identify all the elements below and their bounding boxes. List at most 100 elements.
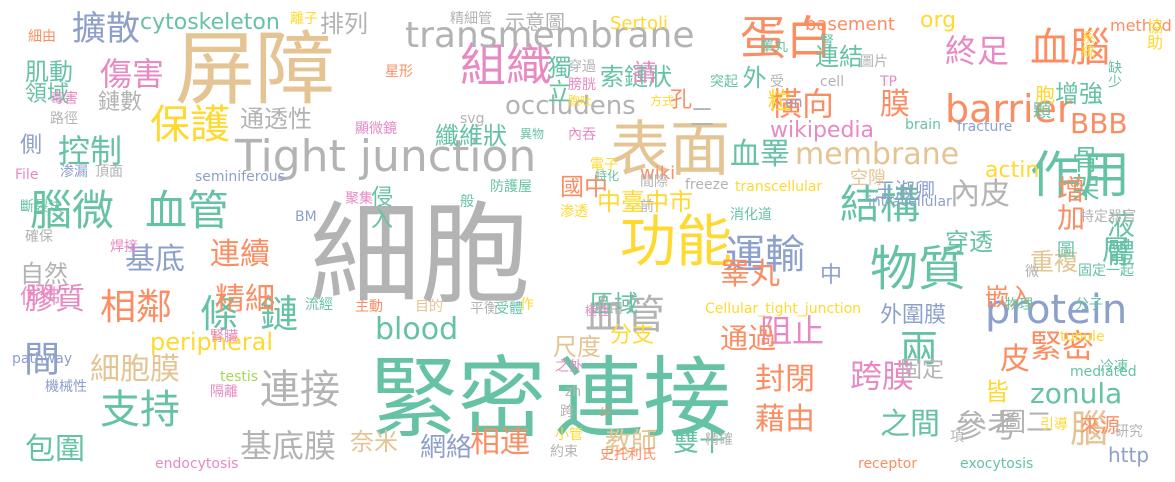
word-104: 來源 xyxy=(1080,413,1120,437)
word-86: 鏈數 xyxy=(98,90,143,115)
word-200: exocytosis xyxy=(960,456,1034,472)
word-2: 連接 xyxy=(555,347,732,450)
word-46: 膜 xyxy=(880,87,910,122)
word-94: 自然 xyxy=(20,260,68,288)
word-116: 協助 xyxy=(1144,18,1163,50)
word-134: en xyxy=(785,95,803,111)
word-30: 控制 xyxy=(58,132,123,170)
word-26: 擴散 xyxy=(72,9,140,49)
word-120: 腎 xyxy=(820,34,834,50)
word-49: 液體 xyxy=(1103,210,1136,266)
word-67: 國中 xyxy=(560,173,608,201)
word-48: 增加 xyxy=(1053,175,1086,231)
word-131: TP xyxy=(880,74,897,90)
word-79: 排列 xyxy=(320,10,368,38)
word-50: zonula xyxy=(1030,377,1123,410)
word-163: 焊接 xyxy=(110,239,138,255)
word-192: 研究 xyxy=(1115,424,1143,440)
word-135: fracture xyxy=(957,119,1013,135)
word-157: 渗透 xyxy=(560,204,588,220)
word-85: 領域 xyxy=(25,82,70,107)
word-144: 渗漏 xyxy=(60,164,88,180)
word-56: 連續 xyxy=(210,237,270,272)
word-17: 保護 xyxy=(150,102,230,148)
word-179: pathway xyxy=(12,351,73,367)
word-121: 睪丸 xyxy=(760,39,788,55)
word-29: 橫向 xyxy=(770,85,835,123)
word-103: 圖二 xyxy=(1000,408,1053,438)
word-108: 空隙 xyxy=(850,168,886,189)
word-143: File xyxy=(15,167,39,183)
word-18: 支持 xyxy=(100,387,180,433)
word-38: 跨膜 xyxy=(850,357,915,395)
word-109: org xyxy=(920,8,957,33)
word-194: 精確 xyxy=(705,432,733,448)
word-32: 間 xyxy=(18,340,59,376)
word-172: 受體 xyxy=(495,301,523,317)
word-170: 目的 xyxy=(415,299,443,315)
word-102: 皆 xyxy=(985,378,1009,406)
word-96: peripheral xyxy=(150,328,273,356)
word-177: 物理 xyxy=(1005,297,1033,313)
word-75: 外圍膜 xyxy=(880,303,947,328)
word-182: 隔離 xyxy=(210,384,238,400)
word-185: 跨 xyxy=(560,404,574,420)
word-114: basement xyxy=(805,14,895,35)
word-55: 基底 xyxy=(125,242,185,277)
word-100: 中 xyxy=(820,263,843,288)
word-14: transmembrane xyxy=(405,15,695,56)
word-41: membrane xyxy=(795,137,960,172)
word-110: cytoskeleton xyxy=(140,10,280,35)
word-97: 尺度 xyxy=(553,333,601,361)
word-115: method xyxy=(1110,16,1172,35)
word-190: 機械性 xyxy=(45,379,87,395)
word-165: 圖 xyxy=(1054,240,1075,258)
word-148: 特化 xyxy=(595,169,620,183)
word-152: 斷裂法 xyxy=(20,199,62,215)
word-42: blood xyxy=(375,312,459,347)
word-191: 項 xyxy=(950,429,964,445)
word-60: 封閉 xyxy=(755,362,815,397)
word-151: transcellular xyxy=(735,179,823,195)
word-164: BM xyxy=(295,209,317,225)
word-91: 外 xyxy=(738,65,766,89)
word-106: wiki xyxy=(640,163,676,184)
word-153: 聚集 xyxy=(345,191,373,207)
word-180: 腎臟 xyxy=(210,329,238,345)
word-83: 增強 xyxy=(1055,80,1103,108)
word-88: 通透性 xyxy=(240,105,312,133)
word-92: 粒 xyxy=(763,88,791,112)
word-52: 藉由 xyxy=(755,402,815,437)
word-147: 電子 xyxy=(590,157,618,173)
word-11: 血腦 xyxy=(1030,25,1110,71)
word-171: 作 xyxy=(520,297,534,313)
word-93: 纖維狀 xyxy=(435,122,507,150)
word-39: 緊密 xyxy=(1030,327,1095,365)
word-78: 獨立 xyxy=(543,55,571,103)
word-64: 層 xyxy=(1098,235,1131,263)
word-15: 腦微 xyxy=(30,186,115,235)
word-175: 利用 xyxy=(595,301,623,317)
word-174: 極性 xyxy=(585,304,610,318)
word-146: seminiferous xyxy=(195,169,285,185)
word-145: 頂面 xyxy=(95,164,123,180)
word-124: 星形 xyxy=(385,64,413,80)
word-128: 受 xyxy=(770,74,784,90)
word-107: actin xyxy=(985,158,1040,183)
word-130: 圖片 xyxy=(860,54,888,70)
word-159: 消化道 xyxy=(730,207,772,223)
word-156: 防護屋 xyxy=(490,179,532,195)
word-89: 孔 xyxy=(670,88,693,113)
word-162: 確保 xyxy=(25,229,53,245)
word-142: 內吞 xyxy=(568,127,596,143)
word-101: 固定 xyxy=(900,358,945,383)
word-24: 結構 xyxy=(840,182,920,228)
word-69: 教師 xyxy=(605,428,658,458)
word-81: 胞 xyxy=(1035,83,1055,107)
word-119: 精細管 xyxy=(450,11,492,27)
word-169: 主動 xyxy=(355,299,383,315)
word-19: 連接 xyxy=(260,367,340,413)
word-160: intracellular xyxy=(868,194,952,210)
word-126: 膀胱 xyxy=(568,77,596,93)
